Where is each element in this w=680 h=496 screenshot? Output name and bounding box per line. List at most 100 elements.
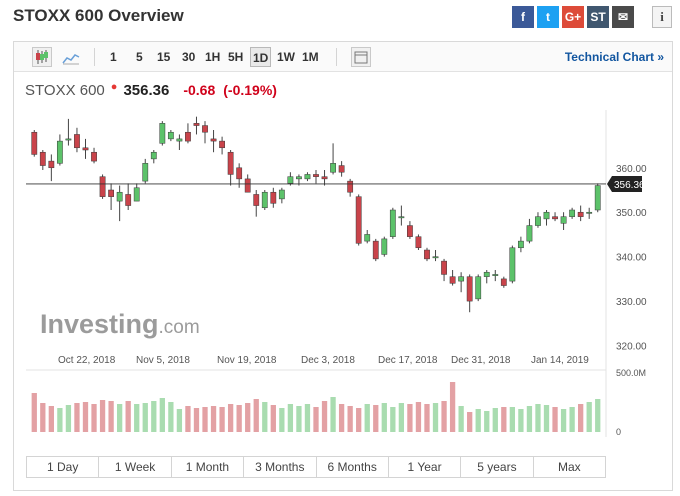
- volume-bar: [390, 407, 396, 432]
- volume-bar: [492, 408, 498, 432]
- candle-body: [449, 276, 456, 284]
- google-plus-icon[interactable]: G+: [562, 6, 584, 28]
- candle-body: [270, 191, 277, 204]
- candle-body: [48, 160, 55, 169]
- interval-5h[interactable]: 5H: [228, 50, 244, 64]
- price-change-percent: (-0.19%): [223, 82, 277, 98]
- current-price-tag: [607, 175, 642, 192]
- candle-body: [287, 176, 294, 184]
- volume-bar: [484, 411, 490, 432]
- email-icon[interactable]: ✉: [612, 6, 634, 28]
- volume-bar: [304, 404, 311, 432]
- volume-bar: [467, 412, 473, 432]
- range-3-months[interactable]: 3 Months: [244, 457, 317, 477]
- current-price-label: 356.36: [614, 180, 645, 191]
- volume-bar: [432, 403, 439, 432]
- volume-bar: [176, 409, 183, 432]
- facebook-icon[interactable]: f: [512, 6, 534, 28]
- volume-bar: [535, 404, 541, 432]
- volume-bar: [262, 402, 268, 432]
- volume-bar: [270, 405, 276, 432]
- range-1-month[interactable]: 1 Month: [172, 457, 245, 477]
- candle-body: [415, 236, 422, 249]
- candle-body: [330, 163, 336, 173]
- range-1-year[interactable]: 1 Year: [389, 457, 462, 477]
- volume-bar: [40, 403, 46, 432]
- interval-1[interactable]: 1: [110, 50, 117, 64]
- x-tick-label: Dec 3, 2018: [301, 355, 355, 366]
- volume-bar: [227, 404, 234, 432]
- candle-body: [219, 140, 225, 149]
- interval-1h[interactable]: 1H: [205, 50, 221, 64]
- candle-body: [82, 147, 89, 151]
- candlestick-chart-icon[interactable]: [32, 47, 52, 67]
- volume-bar: [245, 403, 251, 432]
- x-tick-label: Nov 19, 2018: [217, 355, 277, 366]
- interval-1w[interactable]: 1W: [277, 50, 295, 64]
- candle-body: [65, 138, 72, 141]
- twitter-icon[interactable]: t: [537, 6, 559, 28]
- volume-bar: [501, 407, 507, 432]
- candle-body: [150, 151, 157, 160]
- candle-body: [466, 276, 473, 302]
- volume-bar: [99, 400, 106, 432]
- candle-body: [142, 163, 149, 182]
- volume-bar: [543, 405, 550, 432]
- volume-bar: [356, 408, 362, 432]
- volume-bar: [415, 402, 422, 432]
- volume-bar: [347, 406, 353, 432]
- interval-1m[interactable]: 1M: [302, 50, 319, 64]
- candle-body: [372, 240, 379, 260]
- x-tick-label: Dec 31, 2018: [451, 355, 511, 366]
- range-5-years[interactable]: 5 years: [461, 457, 534, 477]
- volume-bar: [518, 409, 524, 432]
- candle-body: [492, 274, 499, 276]
- interval-1d[interactable]: 1D: [250, 47, 272, 67]
- toolbar-divider: [94, 48, 95, 66]
- candle-body: [543, 211, 550, 220]
- y-tick-label: 360.00: [616, 164, 647, 175]
- candle-body: [31, 131, 38, 155]
- volume-bar: [287, 404, 294, 432]
- info-icon[interactable]: i: [652, 6, 672, 28]
- volume-bar: [193, 408, 200, 432]
- volume-bar: [441, 401, 447, 432]
- area-chart-icon[interactable]: [60, 47, 80, 67]
- x-tick-label: Oct 22, 2018: [58, 355, 116, 366]
- range-1-day[interactable]: 1 Day: [27, 457, 100, 477]
- volume-bar: [595, 399, 601, 432]
- range-6-months[interactable]: 6 Months: [317, 457, 389, 477]
- candle-body: [560, 216, 567, 224]
- candle-body: [176, 138, 183, 142]
- range-1-week[interactable]: 1 Week: [99, 457, 172, 477]
- calendar-icon[interactable]: [351, 47, 371, 67]
- candle-body: [296, 176, 302, 180]
- interval-15[interactable]: 15: [157, 50, 171, 64]
- candle-body: [432, 256, 439, 259]
- volume-bar: [578, 404, 584, 432]
- interval-5[interactable]: 5: [136, 50, 143, 64]
- volume-bar: [407, 404, 413, 432]
- candle-body: [381, 238, 388, 255]
- stocktwits-icon[interactable]: ST: [587, 6, 609, 28]
- candle-body: [193, 123, 200, 126]
- candle-body: [210, 138, 217, 142]
- volume-bar: [560, 409, 567, 432]
- volume-zero-label: 0: [616, 427, 621, 437]
- range-max[interactable]: Max: [557, 460, 581, 474]
- volume-bar: [65, 405, 72, 432]
- y-tick-label: 350.00: [616, 208, 647, 219]
- candle-body: [244, 178, 251, 193]
- volume-max-label: 500.0M: [616, 368, 646, 378]
- volume-bar: [552, 407, 558, 432]
- volume-bar: [509, 407, 516, 432]
- volume-bar: [91, 404, 97, 432]
- interval-30[interactable]: 30: [182, 50, 196, 64]
- candle-body: [389, 209, 396, 237]
- price-chart[interactable]: 360.00 350.00 340.00 330.00 320.00 Oct 22, 20…: [14, 42, 672, 452]
- candle-body: [586, 211, 593, 214]
- x-tick-label: Jan 14, 2019: [531, 355, 589, 366]
- candle-body: [321, 176, 328, 180]
- technical-chart-link[interactable]: Technical Chart »: [564, 50, 664, 64]
- candle-body: [475, 276, 482, 300]
